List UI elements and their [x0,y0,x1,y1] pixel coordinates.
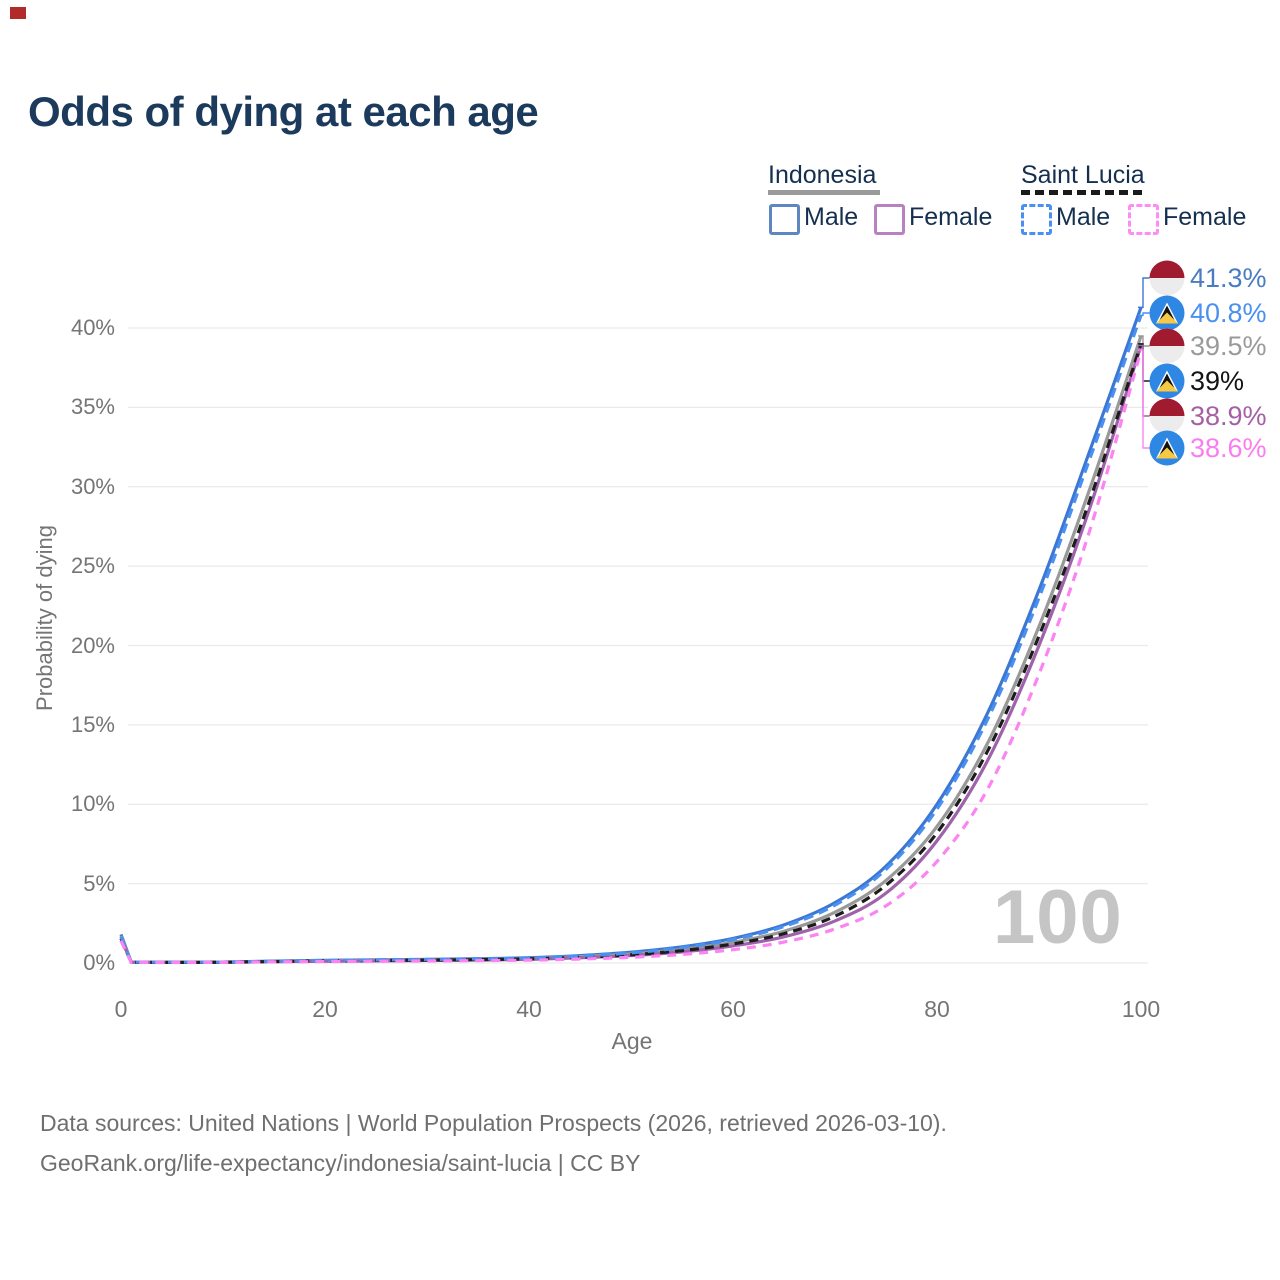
leader-line [1138,335,1150,347]
y-tick-label: 15% [70,711,115,737]
legend-group-saint-lucia[interactable]: Saint Lucia [1021,161,1145,189]
end-label-row-saint-lucia-male: 40.8% [1149,295,1267,331]
data-source-note: Data sources: United Nations | World Pop… [40,1110,947,1136]
x-tick-label: 40 [516,996,542,1022]
saint-lucia-female-checkbox[interactable] [1128,204,1159,235]
saint-lucia-male-checkbox[interactable] [1021,204,1052,235]
y-tick-label: 25% [70,553,115,579]
flag-icon-saint-lucia [1149,430,1185,466]
indonesia-line-style-sample [768,190,880,195]
end-value-label: 39% [1190,366,1245,396]
record-marker [10,7,26,19]
leader-line [1138,277,1150,309]
saint-lucia-female-label[interactable]: Female [1163,203,1247,231]
indonesia-male-label[interactable]: Male [804,203,859,231]
x-tick-label: 100 [1121,996,1161,1022]
end-label-row-saint-lucia: 39% [1149,363,1244,399]
end-value-label: 40.8% [1190,298,1267,328]
series-line-indonesia-male [119,306,1143,964]
page-title: Odds of dying at each age [28,88,539,135]
y-tick-label: 20% [70,632,115,658]
indonesia-male-checkbox[interactable] [769,204,800,235]
series-line-indonesia-female [119,344,1143,964]
saint-lucia-male-label[interactable]: Male [1056,203,1111,231]
y-tick-label: 35% [70,394,115,420]
legend-group-indonesia[interactable]: Indonesia [768,161,877,189]
y-tick-label: 0% [83,950,115,975]
saint-lucia-line-style-sample [1021,190,1142,195]
y-tick-label: 30% [70,473,115,499]
end-value-label: 38.6% [1190,433,1267,463]
flag-icon-indonesia [1149,260,1185,296]
age-watermark: 100 [993,875,1123,960]
series-line-saint-lucia [119,343,1143,964]
end-label-row-saint-lucia-female: 38.6% [1149,430,1267,466]
flag-icon-indonesia [1149,328,1185,364]
x-tick-label: 80 [924,996,950,1022]
attribution-note: GeoRank.org/life-expectancy/indonesia/sa… [40,1150,641,1176]
series-line-indonesia [119,335,1143,964]
y-tick-label: 10% [70,791,115,817]
flag-icon-saint-lucia [1149,295,1185,331]
series-line-saint-lucia-female [119,349,1143,965]
indonesia-female-label[interactable]: Female [909,203,993,231]
x-tick-label: 20 [312,996,338,1022]
y-tick-label: 5% [83,870,115,896]
series-line-saint-lucia-male [119,314,1143,964]
x-axis-title: Age [611,1028,653,1054]
end-value-label: 41.3% [1190,263,1267,293]
end-value-label: 38.9% [1190,401,1267,431]
indonesia-female-checkbox[interactable] [874,204,905,235]
y-tick-label: 40% [70,315,115,340]
end-label-row-indonesia-male: 41.3% [1149,260,1267,296]
x-tick-label: 0 [114,996,128,1022]
end-label-row-indonesia-female: 38.9% [1149,398,1267,434]
leader-line [1138,349,1150,449]
x-tick-label: 60 [720,996,746,1022]
end-label-row-indonesia: 39.5% [1149,328,1267,364]
leader-line [1138,312,1150,316]
flag-icon-saint-lucia [1149,363,1185,399]
end-value-label: 39.5% [1190,331,1267,361]
flag-icon-indonesia [1149,398,1185,434]
